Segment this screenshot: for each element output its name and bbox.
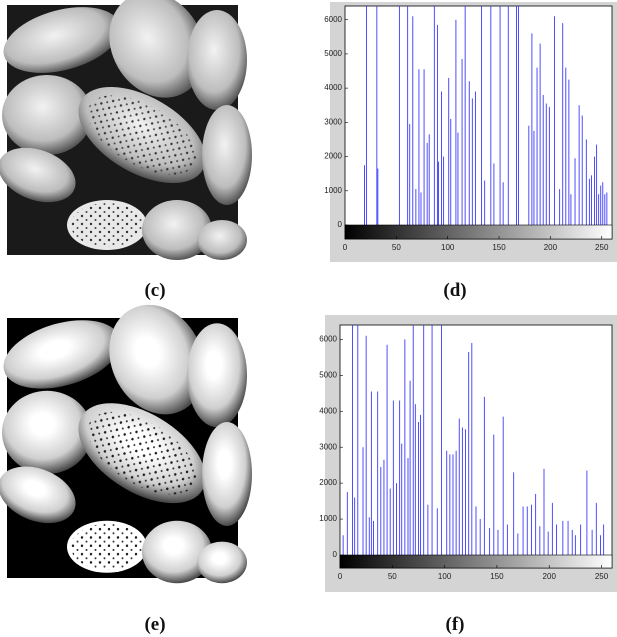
y-tick-label: 2000 [324, 152, 342, 161]
y-tick-label: 0 [338, 220, 343, 229]
x-tick-label: 150 [492, 243, 506, 252]
x-tick-label: 250 [595, 243, 609, 252]
caption: (e) [144, 614, 165, 635]
y-tick-label: 2000 [319, 478, 337, 487]
x-tick-label: 50 [392, 243, 401, 252]
image-e [0, 286, 253, 584]
y-tick-label: 3000 [319, 442, 337, 451]
x-tick-label: 0 [338, 572, 343, 581]
y-tick-label: 6000 [319, 334, 337, 343]
y-tick-label: 1000 [319, 514, 337, 523]
image-c [0, 0, 253, 261]
y-tick-label: 6000 [324, 15, 342, 24]
plot-area [344, 5, 613, 240]
caption: (f) [446, 614, 465, 635]
x-tick-label: 200 [543, 572, 557, 581]
x-tick-label: 250 [595, 572, 609, 581]
x-tick-label: 150 [490, 572, 504, 581]
caption: (d) [443, 280, 466, 301]
y-tick-label: 4000 [319, 406, 337, 415]
y-tick-label: 4000 [324, 83, 342, 92]
y-tick-label: 5000 [319, 370, 337, 379]
x-tick-label: 0 [343, 243, 348, 252]
x-tick-label: 100 [441, 243, 455, 252]
y-tick-label: 3000 [324, 117, 342, 126]
x-tick-label: 200 [544, 243, 558, 252]
y-tick-label: 0 [333, 550, 338, 559]
caption: (c) [144, 280, 165, 301]
x-tick-label: 100 [438, 572, 452, 581]
colorbar [344, 224, 613, 240]
y-tick-label: 1000 [324, 186, 342, 195]
x-tick-label: 50 [388, 572, 397, 581]
y-tick-label: 5000 [324, 49, 342, 58]
colorbar [339, 554, 613, 569]
